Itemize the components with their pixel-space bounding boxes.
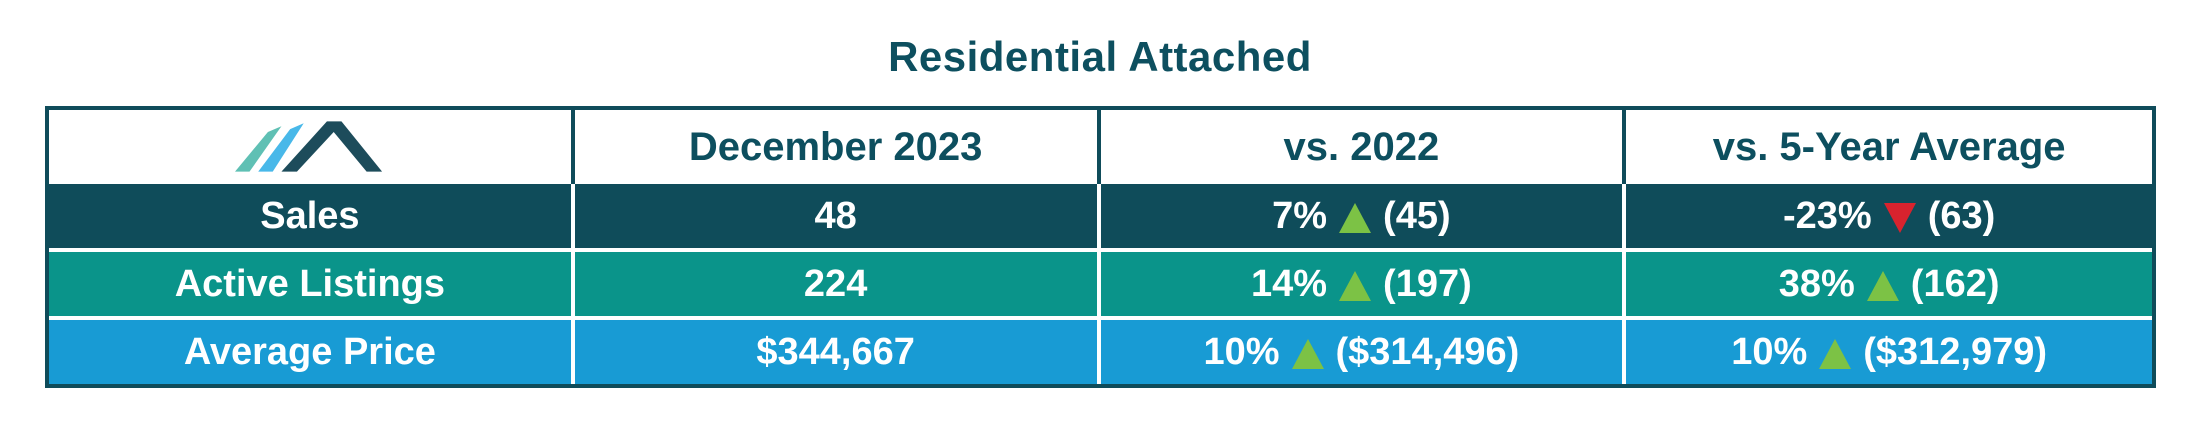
table-row-sales: Sales 48 7% (45) -23% (63) — [49, 184, 2152, 248]
column-header-vs-2022: vs. 2022 — [1100, 110, 1627, 184]
vs-5yr-cell: -23% (63) — [1626, 184, 2152, 248]
row-label: Sales — [49, 184, 575, 248]
trend-up-icon — [1819, 339, 1852, 369]
logo-cell — [49, 110, 575, 184]
trend-down-icon — [1883, 203, 1916, 233]
change-pct: -23% — [1782, 194, 1872, 237]
table-row-active-listings: Active Listings 224 14% (197) 38% (162) — [49, 248, 2152, 316]
row-label: Active Listings — [49, 252, 575, 316]
current-value: 224 — [574, 252, 1101, 316]
stats-table: December 2023 vs. 2022 vs. 5-Year Averag… — [45, 106, 2156, 388]
trend-up-icon — [1866, 271, 1899, 301]
change-pct: 10% — [1203, 330, 1280, 373]
vs-5yr-cell: 38% (162) — [1626, 252, 2152, 316]
vs-2022-cell: 7% (45) — [1100, 184, 1627, 248]
row-label: Average Price — [49, 320, 575, 384]
change-ref: ($314,496) — [1335, 330, 1520, 373]
trend-up-icon — [1339, 203, 1372, 233]
change-pct: 38% — [1778, 262, 1855, 305]
column-header-vs-5-year-average: vs. 5-Year Average — [1626, 110, 2152, 184]
table-row-average-price: Average Price $344,667 10% ($314,496) 10… — [49, 316, 2152, 384]
change-ref: (45) — [1383, 194, 1451, 237]
vs-2022-cell: 14% (197) — [1100, 252, 1627, 316]
change-pct: 14% — [1250, 262, 1328, 305]
change-ref: (162) — [1910, 262, 2000, 305]
change-pct: 7% — [1272, 194, 1328, 237]
table-header-row: December 2023 vs. 2022 vs. 5-Year Averag… — [49, 110, 2152, 184]
change-ref: (63) — [1927, 194, 1996, 237]
current-value: 48 — [574, 184, 1101, 248]
vs-5yr-cell: 10% ($312,979) — [1626, 320, 2152, 384]
trend-up-icon — [1291, 339, 1324, 369]
change-ref: ($312,979) — [1863, 330, 2048, 373]
column-header-december-2023: December 2023 — [574, 110, 1101, 184]
change-ref: (197) — [1383, 262, 1472, 305]
vs-2022-cell: 10% ($314,496) — [1100, 320, 1627, 384]
page-title: Residential Attached — [888, 33, 1312, 80]
change-pct: 10% — [1731, 330, 1808, 373]
mountain-stripes-logo-icon — [234, 121, 382, 172]
trend-up-icon — [1339, 271, 1372, 301]
current-value: $344,667 — [574, 320, 1101, 384]
